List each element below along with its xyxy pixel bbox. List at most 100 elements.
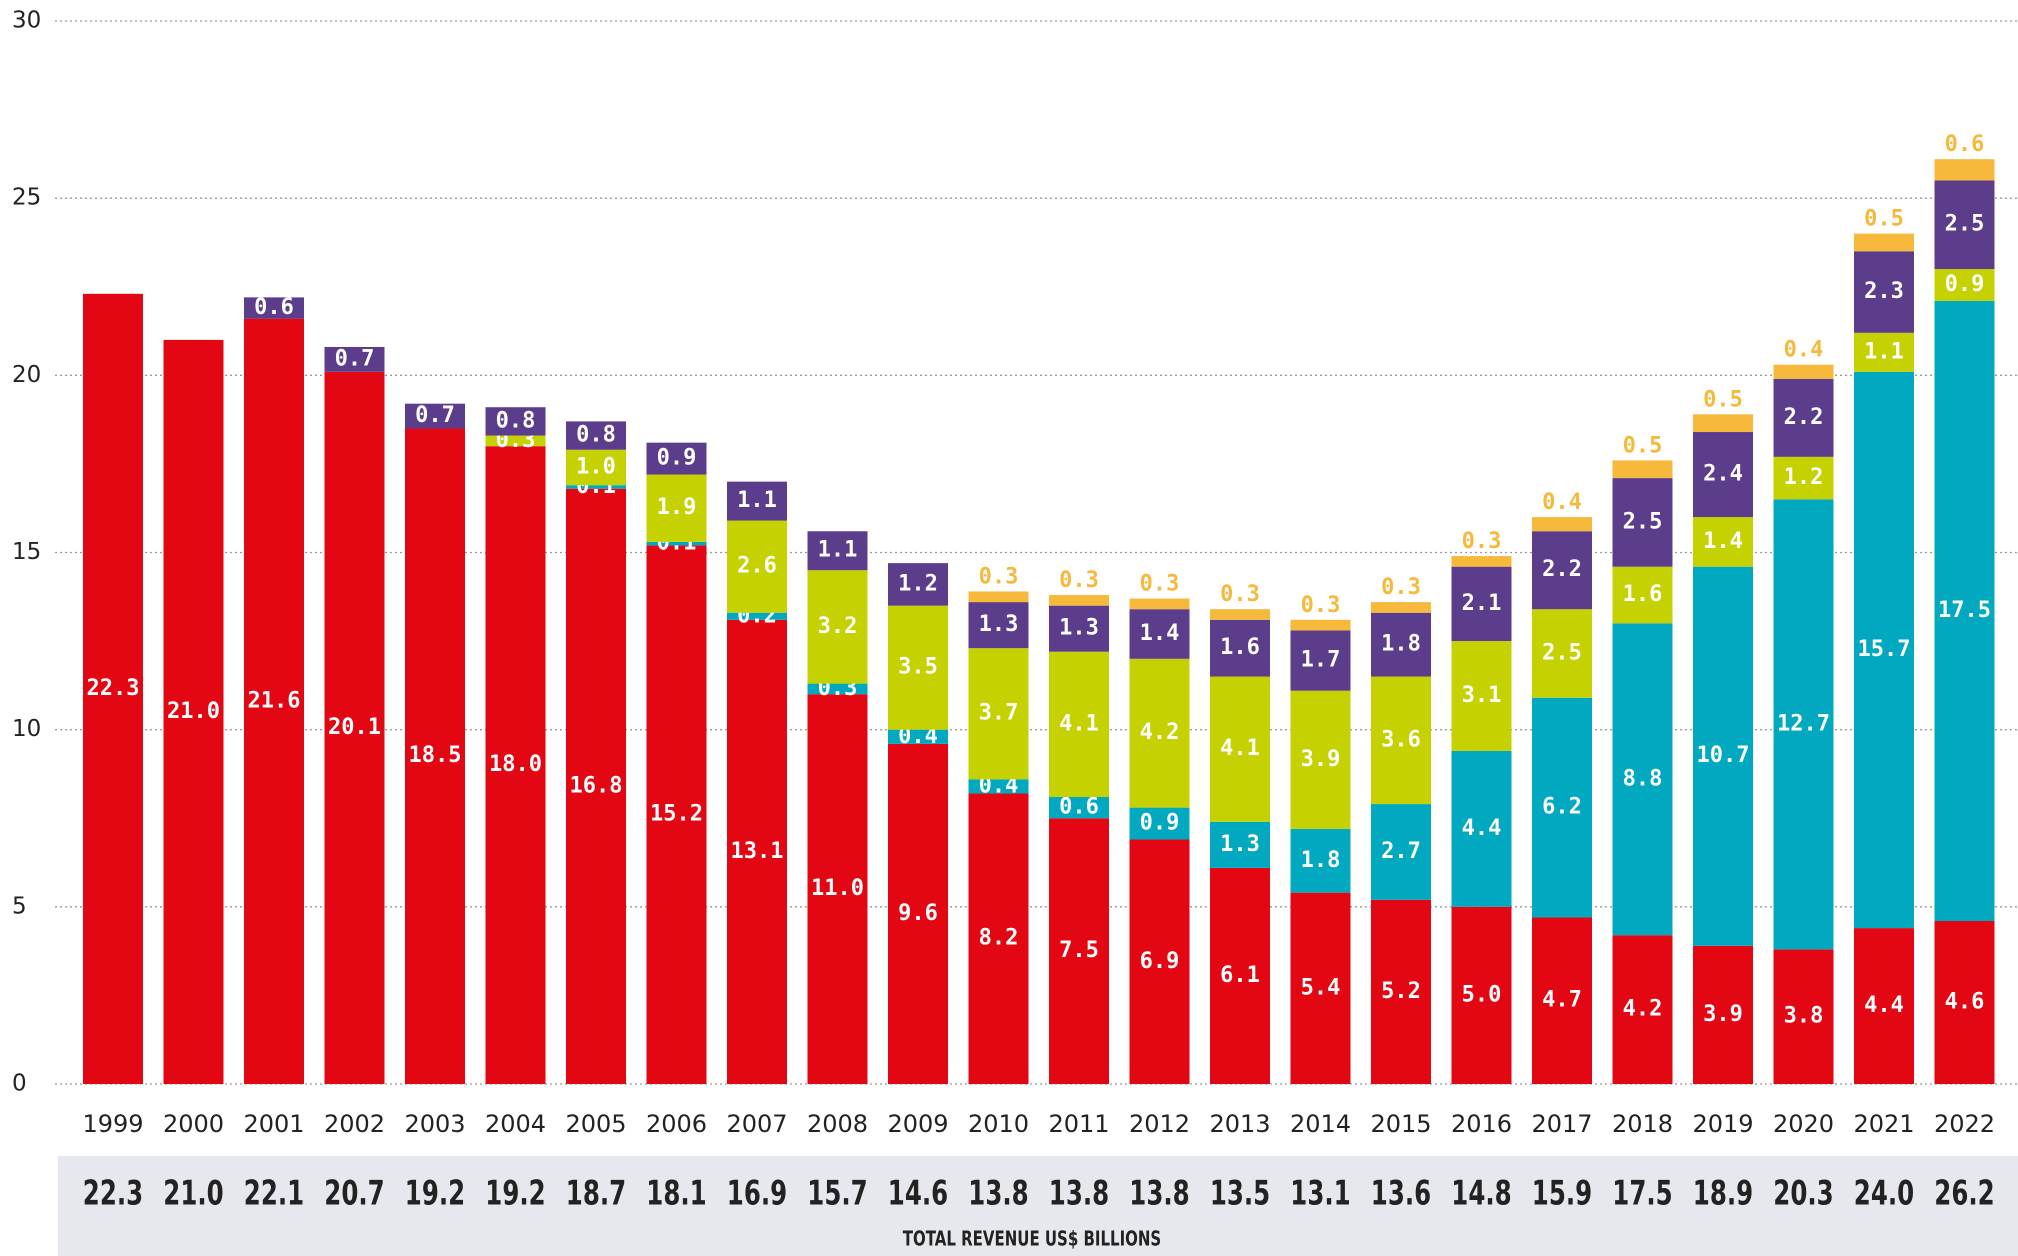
data-label: 2.1 (1462, 591, 1502, 616)
bar-segment (1693, 432, 1753, 518)
data-label: 6.2 (1542, 795, 1582, 820)
bar-segment (807, 694, 868, 1084)
bar-segment (807, 570, 868, 684)
bar-segment (324, 346, 385, 372)
data-label: 1.1 (1864, 339, 1904, 364)
bar-segment (1129, 658, 1190, 808)
total-label: 22.1 (244, 1174, 304, 1213)
data-label: 2.7 (1381, 839, 1421, 864)
data-label: 0.6 (1059, 795, 1099, 820)
bar-segment (646, 474, 707, 542)
total-label: 22.3 (83, 1174, 143, 1213)
bar-segment (888, 743, 948, 1084)
bar-segment (1854, 233, 1914, 252)
y-tick-label: 15 (12, 539, 41, 565)
data-label: 5.2 (1381, 979, 1421, 1004)
bar-segment (888, 729, 948, 744)
total-label: 18.1 (646, 1174, 706, 1213)
bar-segment (1532, 531, 1592, 610)
bar-segment (1612, 935, 1673, 1084)
bar-segment (244, 318, 304, 1084)
bar-segment (646, 442, 707, 475)
bar-segment (1210, 867, 1270, 1084)
bar-segment (1612, 623, 1673, 936)
x-tick-label: 2012 (1129, 1110, 1190, 1138)
bar-segment (1129, 807, 1190, 840)
y-tick-label: 5 (12, 893, 27, 919)
total-label: 13.1 (1290, 1174, 1350, 1213)
bar-segment (968, 793, 1029, 1084)
data-label: 0.9 (1140, 811, 1180, 836)
bar-segment (566, 488, 626, 1085)
total-label: 13.8 (1129, 1174, 1189, 1213)
bar-segment (1290, 630, 1351, 691)
data-label: 4.2 (1623, 997, 1663, 1022)
data-label: 2.5 (1945, 212, 1985, 237)
data-label: 18.5 (409, 743, 462, 768)
bar-segment (1532, 609, 1592, 698)
bar-segment (807, 683, 868, 695)
y-tick-label: 20 (12, 362, 41, 388)
total-label: 13.5 (1210, 1174, 1270, 1213)
bar-segment (1210, 821, 1270, 868)
data-label: 1.3 (1059, 616, 1099, 641)
total-label: 26.2 (1934, 1174, 1994, 1213)
bar-segment (807, 531, 868, 571)
bar-segment (1371, 804, 1431, 900)
bar-segment (1693, 566, 1753, 946)
data-label: 6.9 (1140, 949, 1180, 974)
bar-segment (1773, 456, 1834, 500)
data-label: 0.9 (657, 446, 697, 471)
total-label: 24.0 (1854, 1174, 1914, 1213)
y-tick-label: 30 (12, 8, 41, 34)
bar-segment (968, 591, 1029, 603)
bar-segment (727, 612, 787, 620)
bar-segment (646, 545, 707, 1084)
bar-segment (1934, 180, 1995, 270)
x-tick-label: 2021 (1853, 1110, 1914, 1138)
data-label: 0.3 (1220, 582, 1260, 607)
bar-segment (1290, 828, 1351, 893)
bar-segment (1371, 612, 1431, 677)
x-tick-label: 2010 (968, 1110, 1029, 1138)
data-label: 2.2 (1542, 557, 1582, 582)
data-label: 0.5 (1864, 207, 1904, 232)
bar-segment (727, 619, 787, 1084)
data-label: 1.6 (1623, 582, 1663, 607)
bar-segment (485, 446, 546, 1084)
bar-segment (1129, 598, 1190, 610)
data-label: 0.8 (496, 408, 536, 433)
x-tick-label: 1999 (82, 1110, 143, 1138)
data-label: 18.0 (489, 752, 542, 777)
bar-segment (727, 520, 787, 613)
data-label: 10.7 (1697, 743, 1750, 768)
bar-segment (1290, 690, 1351, 829)
data-label: 15.2 (650, 802, 703, 827)
data-label: 17.5 (1938, 598, 1991, 623)
bar-segment (1612, 566, 1673, 624)
data-label: 1.3 (1220, 832, 1260, 857)
y-tick-label: 0 (12, 1071, 27, 1097)
total-label: 20.7 (324, 1174, 384, 1213)
data-label: 0.3 (979, 564, 1019, 589)
data-label: 0.6 (254, 295, 294, 320)
total-label: 13.8 (1049, 1174, 1109, 1213)
bar-segment (888, 563, 948, 606)
total-label: 15.7 (807, 1174, 867, 1213)
data-label: 2.4 (1703, 462, 1743, 487)
total-label: 21.0 (163, 1174, 223, 1213)
x-tick-label: 2009 (887, 1110, 948, 1138)
bar-segment (1693, 517, 1753, 567)
x-tick-label: 2016 (1451, 1110, 1512, 1138)
data-label: 15.7 (1858, 637, 1911, 662)
bar-segment (1934, 269, 1995, 301)
bar-segment (1612, 478, 1673, 567)
total-label: 14.8 (1451, 1174, 1511, 1213)
bar-segment (1693, 945, 1753, 1084)
x-tick-label: 2020 (1773, 1110, 1834, 1138)
total-label: 14.6 (888, 1174, 948, 1213)
bar-segment (968, 779, 1029, 794)
x-tick-label: 2003 (404, 1110, 465, 1138)
total-label: 19.2 (485, 1174, 545, 1213)
data-label: 1.1 (818, 538, 858, 563)
